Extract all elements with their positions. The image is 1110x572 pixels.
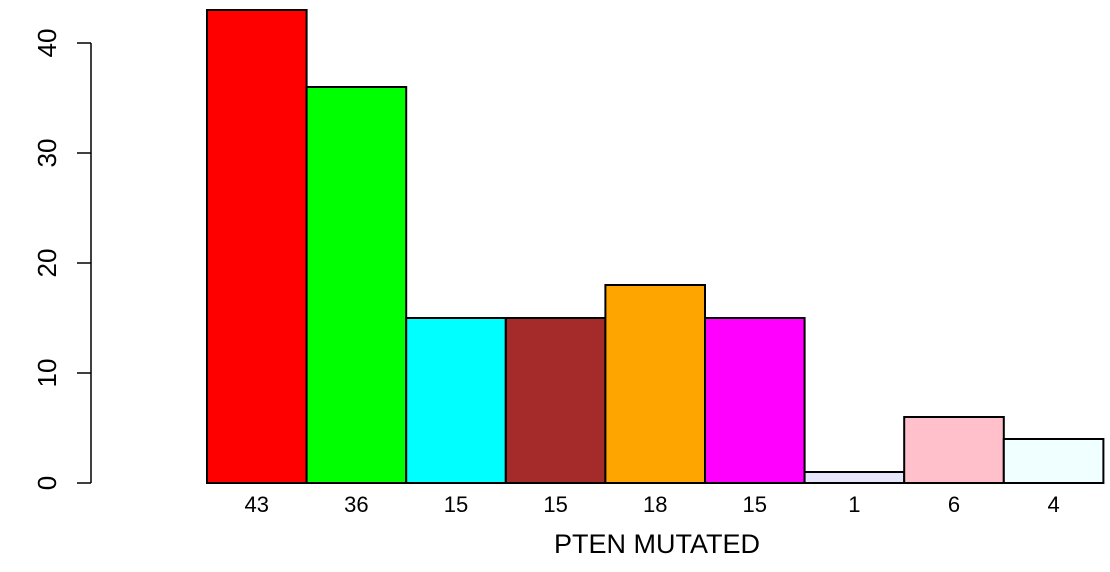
x-axis-title: PTEN MUTATED [554,529,760,559]
x-tick-label-2: 36 [344,492,368,517]
bar-1 [206,9,308,484]
bar-5 [604,284,707,484]
y-tick-label-0: 0 [32,476,62,490]
x-tick-label-7: 1 [848,492,860,517]
x-tick-label-1: 43 [245,492,269,517]
x-tick-labels: 43 36 15 15 18 15 1 6 4 [245,492,1060,517]
x-tick-label-4: 15 [543,492,567,517]
bar-2 [305,86,408,484]
y-tick-label-40: 40 [32,29,62,58]
y-tick-label-20: 20 [32,249,62,278]
x-tick-label-5: 18 [643,492,667,517]
y-axis: 0 10 20 30 40 [32,29,92,490]
y-tick-label-30: 30 [32,139,62,168]
y-tick-label-10: 10 [32,359,62,388]
bar-6 [704,317,806,484]
bar-3 [405,317,507,484]
x-tick-label-6: 15 [743,492,767,517]
bar-7 [803,471,906,484]
x-tick-label-8: 6 [948,492,960,517]
bars-layer [206,9,1105,484]
x-tick-label-3: 15 [444,492,468,517]
bar-9 [1002,438,1105,484]
bar-8 [903,416,1005,484]
x-tick-label-9: 4 [1047,492,1059,517]
bar-4 [504,317,607,484]
